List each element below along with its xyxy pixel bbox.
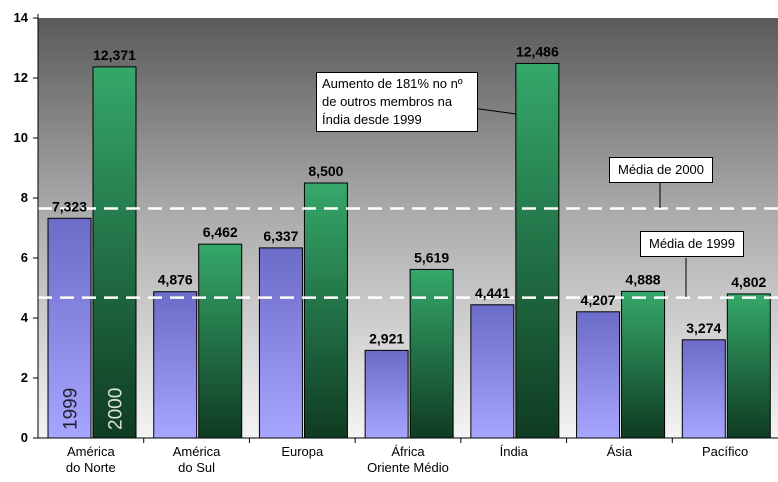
bar-1999-4	[364, 349, 409, 439]
x-tick-label-3: Europa	[281, 444, 324, 459]
data-label-1999-2: 4,876	[158, 272, 193, 288]
data-label-2000-2: 6,462	[203, 224, 238, 240]
data-label-1999-4: 2,921	[369, 330, 404, 346]
y-tick-label-10: 10	[14, 130, 28, 145]
x-tick-label-4: África Oriente Médio	[367, 444, 449, 475]
annotation-leader-india	[471, 107, 517, 115]
bar-2000-7	[726, 293, 771, 439]
data-label-2000-5: 12,486	[516, 43, 559, 59]
series-label-1999: 1999	[61, 388, 82, 430]
bar-2000-3	[303, 182, 348, 439]
y-tick-label-8: 8	[21, 190, 28, 205]
bar-2000-5	[515, 62, 560, 439]
bar-1999-2	[153, 291, 198, 439]
annotation-india-increase: Aumento de 181% no nº de outros membros …	[316, 72, 478, 132]
x-tick-label-2: América do Sul	[173, 444, 221, 475]
bar-1999-3	[258, 247, 303, 439]
y-tick-label-4: 4	[21, 310, 29, 325]
data-label-1999-3: 6,337	[263, 228, 298, 244]
bar-1999-1	[47, 217, 92, 439]
x-tick-label-5: Índia	[500, 444, 529, 459]
series-label-2000: 2000	[106, 388, 127, 430]
data-label-1999-5: 4,441	[475, 285, 510, 301]
data-label-2000-6: 4,888	[626, 271, 661, 287]
y-tick-label-2: 2	[21, 370, 28, 385]
data-label-1999-1: 7,323	[52, 198, 87, 214]
data-label-1999-7: 3,274	[686, 320, 721, 336]
bar-2000-4	[409, 268, 454, 439]
reference-label-1999: Média de 1999	[640, 231, 745, 257]
x-tick-label-1: América do Norte	[66, 444, 116, 475]
bar-1999-5	[470, 304, 515, 439]
data-label-2000-3: 8,500	[308, 163, 343, 179]
data-label-2000-4: 5,619	[414, 249, 449, 265]
data-label-2000-7: 4,802	[731, 274, 766, 290]
bar-1999-6	[576, 311, 621, 439]
y-tick-label-0: 0	[21, 430, 28, 445]
bar-2000-6	[621, 290, 666, 439]
bar-2000-1	[92, 66, 137, 439]
reference-label-2000: Média de 2000	[609, 157, 714, 183]
bar-2000-2	[198, 243, 243, 439]
y-tick-label-12: 12	[14, 70, 28, 85]
x-tick-label-7: Pacífico	[702, 444, 748, 459]
y-tick-label-14: 14	[14, 10, 29, 25]
data-label-1999-6: 4,207	[581, 292, 616, 308]
y-tick-label-6: 6	[21, 250, 28, 265]
x-tick-label-6: Ásia	[607, 444, 633, 459]
data-label-2000-1: 12,371	[93, 47, 136, 63]
bar-1999-7	[681, 339, 726, 439]
